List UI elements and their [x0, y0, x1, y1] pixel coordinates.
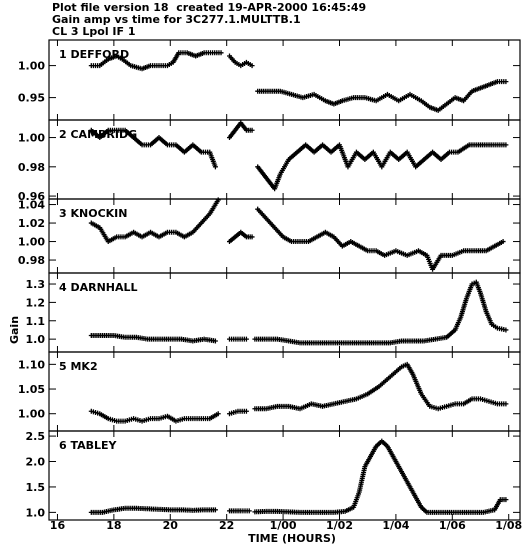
- data-series-2: [227, 53, 255, 69]
- y-tick-label: 1.0: [26, 333, 46, 346]
- data-series-2: [227, 408, 249, 417]
- data-series-1: [88, 332, 218, 344]
- y-tick-label: 0.96: [18, 190, 45, 203]
- data-point: [243, 408, 249, 414]
- y-tick-label: 1.00: [18, 408, 45, 421]
- x-tick-label: 1/00: [270, 519, 297, 532]
- plot-header-line-2: Gain amp vs time for 3C277.1.MULTTB.1: [52, 13, 301, 26]
- panel-4: 1.0 1.1 1.2 1.3 4 DARNHALL: [26, 272, 521, 353]
- x-tick-label: 1/04: [382, 519, 409, 532]
- data-series-1: [88, 197, 221, 245]
- y-tick-label: 1.10: [18, 358, 45, 371]
- y-tick-label: 2.0: [26, 456, 46, 469]
- x-tick-label: 1/08: [495, 519, 522, 532]
- data-series-3: [252, 361, 509, 412]
- data-point: [503, 142, 509, 148]
- panel-frame: [48, 430, 521, 521]
- x-tick-label: 20: [163, 519, 179, 532]
- data-point: [249, 127, 255, 133]
- data-point: [249, 234, 255, 240]
- panel-3: 0.98 1.00 1.02 1.04 3 KNOCKIN: [18, 197, 521, 274]
- data-series-3: [252, 438, 509, 515]
- data-point: [212, 164, 218, 170]
- x-axis-label: TIME (HOURS): [248, 532, 336, 545]
- data-point: [212, 338, 218, 344]
- panel-2: 0.96 0.98 1.00 2 CAMBRIDG: [18, 119, 521, 203]
- y-axis-label: Gain: [8, 316, 21, 344]
- plot-header-line-3: CL 3 Lpol IF 1: [52, 25, 136, 38]
- y-tick-label: 1.3: [26, 278, 46, 291]
- y-tick-label: 1.2: [26, 296, 46, 309]
- y-tick-label: 0.98: [18, 161, 45, 174]
- panel-label: 5 MK2: [59, 360, 98, 373]
- x-tick-label: 16: [50, 519, 66, 532]
- panel-label: 6 TABLEY: [59, 439, 118, 452]
- panel-label: 2 CAMBRIDG: [59, 128, 137, 141]
- y-tick-label: 1.00: [18, 132, 45, 145]
- data-point: [243, 336, 249, 342]
- data-series-2: [227, 336, 249, 342]
- panel-label: 1 DEFFORD: [59, 48, 129, 61]
- panel-frame: [48, 351, 521, 432]
- data-point: [503, 327, 509, 333]
- data-point: [503, 497, 509, 503]
- y-tick-label: 0.98: [18, 254, 45, 267]
- x-axis: 16 18 20 22 1/00 1/02 1/04 1/06 1/08: [50, 519, 522, 532]
- data-series-1: [88, 50, 224, 72]
- data-series-2: [227, 508, 252, 514]
- panel-label: 4 DARNHALL: [59, 281, 138, 294]
- data-point: [246, 508, 252, 514]
- y-tick-label: 1.00: [18, 236, 45, 249]
- y-tick-label: 1.00: [18, 60, 45, 73]
- y-tick-label: 1.05: [18, 383, 45, 396]
- plot-header-line-1: Plot file version 18 created 19-APR-2000…: [52, 1, 367, 14]
- y-tick-label: 2.5: [26, 430, 46, 443]
- y-tick-label: 1.02: [18, 217, 45, 230]
- data-point: [503, 401, 509, 407]
- data-series-3: [255, 142, 509, 192]
- panel-label: 3 KNOCKIN: [59, 207, 127, 220]
- x-tick-label: 1/06: [439, 519, 466, 532]
- data-series-2: [227, 120, 255, 141]
- data-point: [212, 507, 218, 513]
- y-tick-label: 1.5: [26, 481, 46, 494]
- x-tick-label: 18: [106, 519, 121, 532]
- x-tick-label: 22: [219, 519, 234, 532]
- y-tick-label: 1.04: [18, 199, 45, 212]
- data-point: [500, 239, 506, 245]
- data-series-1: [88, 505, 218, 515]
- y-tick-label: 1.1: [26, 315, 46, 328]
- y-tick-label: 1.0: [26, 506, 46, 519]
- panel-6: 1.0 1.5 2.0 2.5 6 TABLEY: [26, 430, 521, 521]
- data-point: [503, 79, 509, 85]
- data-point: [215, 197, 221, 203]
- data-series-1: [88, 127, 218, 170]
- data-series-1: [88, 408, 221, 424]
- data-series-3: [255, 206, 506, 272]
- data-point: [218, 50, 224, 56]
- x-tick-label: 1/02: [326, 519, 353, 532]
- data-point: [249, 63, 255, 69]
- data-series-3: [255, 79, 509, 113]
- data-series-2: [227, 229, 255, 245]
- data-point: [215, 411, 221, 417]
- panel-5: 1.00 1.05 1.10 5 MK2: [18, 351, 521, 432]
- data-series-3: [252, 279, 509, 346]
- panel-1: 0.95 1.00 1 DEFFORD: [18, 39, 521, 121]
- y-tick-label: 0.95: [18, 92, 45, 105]
